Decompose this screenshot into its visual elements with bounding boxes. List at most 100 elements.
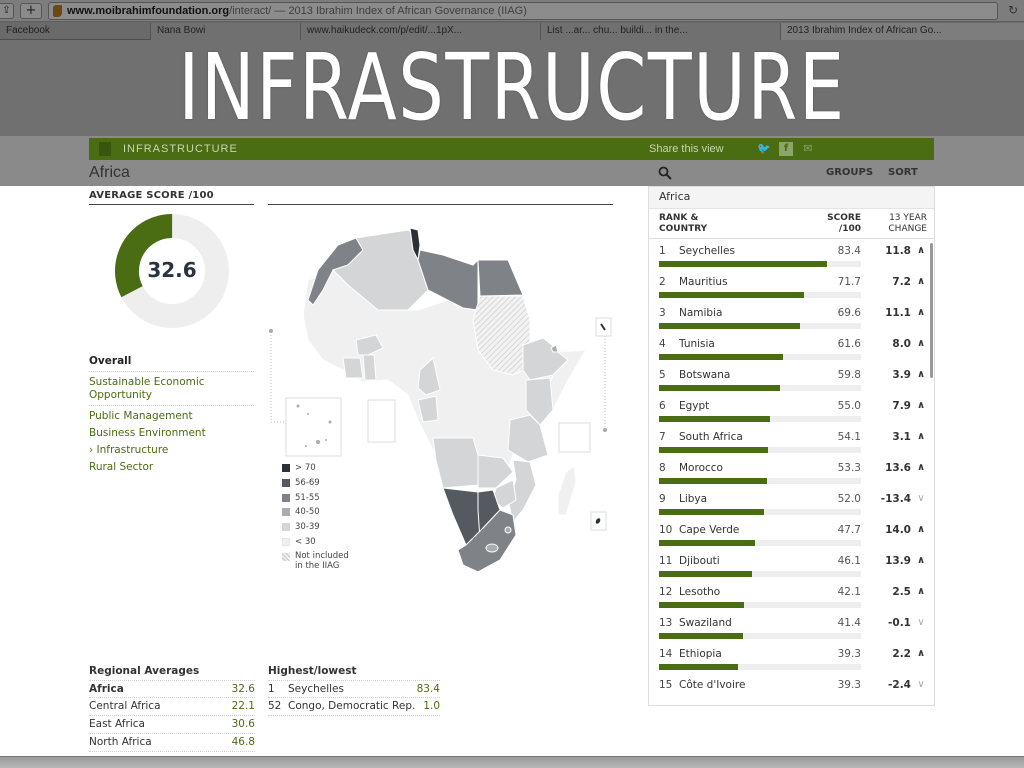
ranking-row[interactable]: 5 Botswana 59.8 3.9 ∧ [649, 363, 934, 394]
ranking-row[interactable]: 14 Ethiopia 39.3 2.2 ∧ [649, 642, 934, 673]
highlow-row[interactable]: 52 Congo, Democratic Rep. 1.0 [268, 698, 440, 716]
ranking-row[interactable]: 8 Morocco 53.3 13.6 ∧ [649, 456, 934, 487]
highlow-row[interactable]: 1 Seychelles 83.4 [268, 680, 440, 698]
ranking-list: 1 Seychelles 83.4 11.8 ∧ 2 Mauritius 71.7 7.2 ∧ 3 N… [649, 239, 934, 704]
map-country-south-africa[interactable] [457, 509, 517, 573]
scrollbar[interactable] [930, 243, 933, 378]
score-bar [659, 292, 804, 298]
score-bar [659, 664, 739, 670]
tab-label: Facebook [6, 25, 50, 36]
tab-facebook[interactable]: Facebook [0, 23, 150, 40]
menu-icon[interactable] [99, 142, 111, 156]
inset-comoros[interactable] [558, 422, 591, 453]
country-name: Egypt [679, 400, 710, 412]
col-rank-country[interactable]: RANK & COUNTRY [659, 213, 707, 235]
score-bar-track [659, 664, 861, 670]
regional-row[interactable]: East Africa 30.6 [89, 716, 255, 734]
regional-row[interactable]: North Africa 46.8 [89, 734, 255, 752]
chevron-up-icon: ∧ [916, 307, 926, 318]
sort-button[interactable]: SORT [888, 167, 918, 178]
rank-number: 6 [659, 400, 666, 412]
map-country-burkina[interactable] [355, 334, 384, 356]
search-icon[interactable] [658, 166, 672, 180]
map-country-zambia[interactable] [477, 454, 514, 489]
region-name: North Africa [89, 736, 152, 748]
address-bar[interactable]: www.moibrahimfoundation.org/interact/ — … [48, 2, 998, 20]
ranking-row[interactable]: 15 Côte d'Ivoire 39.3 -2.4 ∨ [649, 673, 934, 704]
map-country-cote-divoire[interactable] [342, 357, 364, 379]
indicator-item[interactable]: Public Management [89, 410, 193, 422]
map-country-lesotho[interactable] [485, 543, 499, 553]
indicator-item[interactable]: › Infrastructure [89, 444, 169, 456]
legend-swatch [282, 523, 290, 532]
regional-averages-title: Regional Averages [89, 665, 200, 677]
africa-map[interactable] [268, 210, 618, 580]
share-page-button[interactable]: ⇪ [0, 3, 14, 19]
indicator-item[interactable]: Overall [89, 353, 254, 372]
ranking-row[interactable]: 12 Lesotho 42.1 2.5 ∧ [649, 580, 934, 611]
map-country-mozambique[interactable] [507, 459, 537, 524]
score-bar-track [659, 261, 861, 267]
rank-number: 52 [268, 700, 282, 712]
legend-swatch [282, 493, 290, 502]
rank-number: 5 [659, 369, 666, 381]
ranking-row[interactable]: 9 Libya 52.0 -13.4 ∨ [649, 487, 934, 518]
col-score[interactable]: SCORE/100 [817, 213, 861, 235]
score-change: 7.9 [892, 400, 911, 412]
reload-icon[interactable]: ↻ [1007, 3, 1018, 17]
map-country-gabon[interactable] [417, 395, 439, 423]
ranking-row[interactable]: 13 Swaziland 41.4 -0.1 ∨ [649, 611, 934, 642]
regional-row[interactable]: Africa 32.6 [89, 680, 255, 698]
score-change: -2.4 [888, 679, 911, 691]
map-country-ghana[interactable] [362, 354, 377, 381]
map-country-tanzania[interactable] [507, 414, 549, 463]
inset-cape-verde[interactable] [285, 397, 342, 457]
tab-label: www.haikudeck.com/p/edit/...1pX... [307, 25, 463, 36]
ranking-row[interactable]: 11 Djibouti 46.1 13.9 ∧ [649, 549, 934, 580]
score-bar-track [659, 292, 861, 298]
map-country-sudan[interactable] [472, 295, 531, 376]
email-icon[interactable]: ✉ [803, 142, 813, 155]
score-change: 7.2 [892, 276, 911, 288]
ranking-row[interactable]: 7 South Africa 54.1 3.1 ∧ [649, 425, 934, 456]
country-score: 61.6 [837, 338, 861, 350]
facebook-icon[interactable]: f [779, 142, 793, 156]
rank-number: 14 [659, 648, 673, 660]
ranking-panel: Africa RANK & COUNTRY SCORE/100 13 YEAR CH… [648, 186, 935, 706]
new-tab-button[interactable]: + [20, 3, 42, 19]
ranking-row[interactable]: 3 Namibia 69.6 11.1 ∧ [649, 301, 934, 332]
rank-number: 11 [659, 555, 673, 567]
indicator-item[interactable]: Business Environment [89, 427, 206, 439]
map-country-egypt[interactable] [477, 259, 524, 297]
ranking-row[interactable]: 1 Seychelles 83.4 11.8 ∧ [649, 239, 934, 270]
score-bar [659, 261, 828, 267]
country-name: South Africa [679, 431, 743, 443]
groups-button[interactable]: GROUPS [826, 167, 874, 178]
indicator-item[interactable]: Sustainable Economic Opportunity [89, 374, 254, 406]
score-bar-track [659, 416, 861, 422]
country-name: Botswana [679, 369, 731, 381]
ranking-row[interactable]: 2 Mauritius 71.7 7.2 ∧ [649, 270, 934, 301]
inset-sao-tome[interactable] [367, 399, 396, 443]
twitter-icon[interactable]: 🐦 [757, 142, 771, 155]
map-country-cameroon[interactable] [417, 357, 441, 396]
score-bar [659, 416, 771, 422]
tab-iiag[interactable]: 2013 Ibrahim Index of African Go... [780, 23, 1024, 40]
map-country-swaziland[interactable] [504, 526, 512, 534]
ranking-row[interactable]: 6 Egypt 55.0 7.9 ∧ [649, 394, 934, 425]
region-select[interactable]: Africa [649, 187, 934, 209]
tab-list[interactable]: List ...ar... chu... buildi... in the... [540, 23, 780, 40]
regional-row[interactable]: Central Africa 22.1 [89, 698, 255, 716]
country-score: 54.1 [837, 431, 861, 443]
map-country-kenya[interactable] [525, 377, 554, 426]
ranking-row[interactable]: 4 Tunisia 61.6 8.0 ∧ [649, 332, 934, 363]
tab-haikudeck[interactable]: www.haikudeck.com/p/edit/...1pX... [300, 23, 540, 40]
col-change[interactable]: 13 YEAR CHANGE [871, 213, 927, 235]
ranking-row[interactable]: 10 Cape Verde 47.7 14.0 ∧ [649, 518, 934, 549]
tab-nana[interactable]: Nana Bowi [150, 23, 300, 40]
indicator-item[interactable]: Rural Sector [89, 461, 154, 473]
legend-swatch [282, 508, 290, 517]
map-country-madagascar[interactable] [557, 465, 577, 516]
map-country-angola[interactable] [432, 437, 479, 489]
tab-label: List ...ar... chu... buildi... in the... [547, 25, 688, 36]
